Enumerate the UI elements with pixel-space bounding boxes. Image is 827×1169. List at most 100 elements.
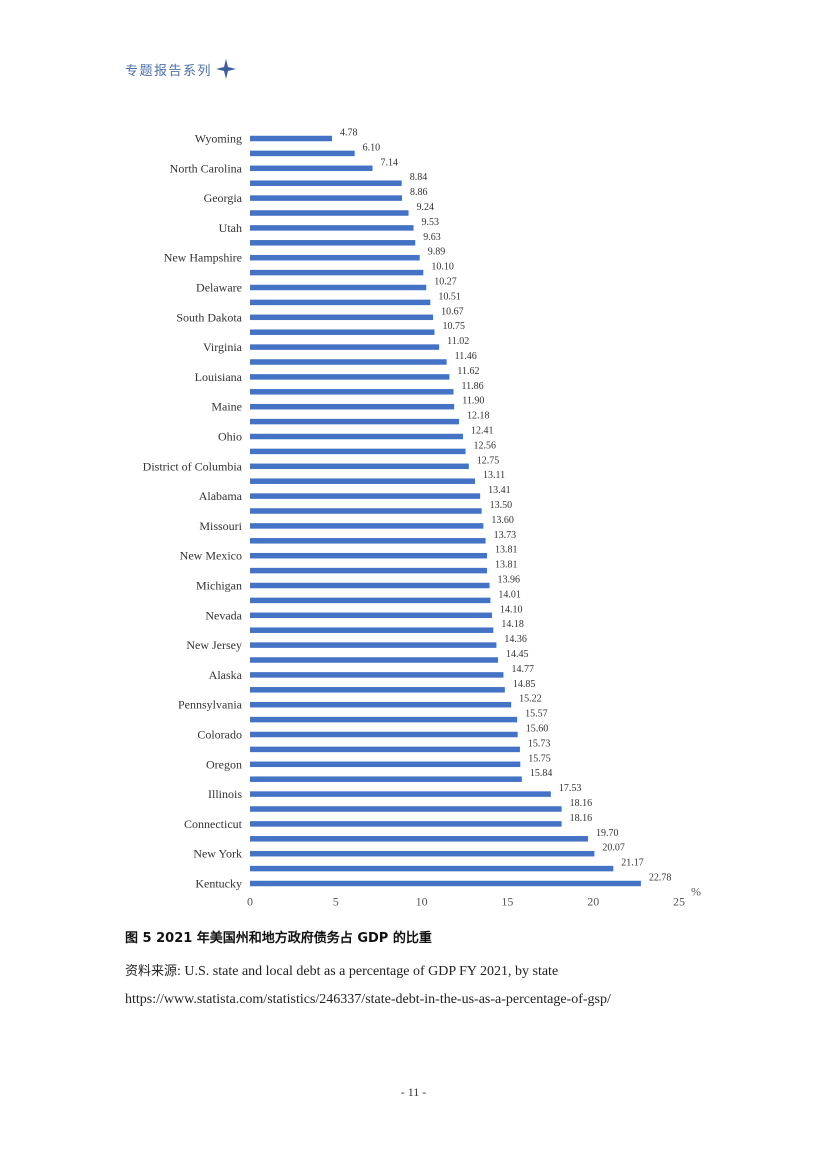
data-label: 14.18	[501, 619, 524, 630]
data-label: 9.53	[422, 217, 440, 228]
category-label: New York	[193, 847, 242, 861]
page-number: - 11 -	[400, 1085, 427, 1099]
source-text: : U.S. state and local debt as a percent…	[177, 964, 559, 979]
category-label: Georgia	[204, 191, 243, 205]
data-label: 17.53	[559, 783, 582, 794]
data-label: 15.84	[530, 768, 553, 779]
bar	[250, 210, 409, 216]
bar	[250, 567, 487, 574]
data-label: 14.36	[504, 634, 527, 645]
bar	[250, 642, 497, 648]
source-prefix: 资料来源	[125, 964, 178, 979]
x-unit-label: %	[691, 885, 701, 899]
x-tick-label: 15	[501, 895, 513, 909]
bar	[250, 850, 595, 857]
category-label: Wyoming	[195, 132, 242, 146]
data-label: 6.10	[363, 142, 381, 153]
data-label: 10.67	[441, 306, 464, 317]
bar	[250, 821, 562, 827]
data-label: 13.96	[498, 575, 521, 586]
category-label: Pennsylvania	[178, 698, 243, 712]
data-label: 19.70	[596, 828, 619, 839]
bar	[250, 523, 484, 529]
category-label: Michigan	[196, 579, 242, 593]
four-point-star-icon	[216, 59, 237, 79]
bar	[250, 314, 434, 321]
data-label: 14.77	[511, 664, 534, 675]
bar	[250, 359, 447, 365]
bar	[250, 269, 424, 276]
data-label: 10.10	[431, 262, 454, 273]
bar	[250, 225, 414, 231]
bar	[250, 597, 491, 604]
category-label: Delaware	[196, 281, 242, 295]
bar	[250, 389, 454, 395]
data-label: 10.75	[442, 321, 465, 332]
data-label: 8.84	[410, 172, 428, 183]
source-url: https://www.statista.com/statistics/2463…	[125, 992, 611, 1007]
bar	[250, 627, 494, 633]
state-debt-bar-chart: 4.78 Wyoming 6.107.14 North Carolina 8.84 8.8…	[143, 128, 701, 909]
data-label: 8.86	[410, 187, 428, 198]
data-label: 13.50	[490, 500, 513, 511]
bar	[250, 552, 487, 559]
data-label: 15.73	[528, 738, 551, 749]
bar	[250, 374, 450, 380]
bar	[250, 538, 486, 544]
category-label: Ohio	[218, 430, 242, 444]
data-label: 22.78	[649, 873, 672, 884]
data-label: 14.10	[500, 604, 523, 615]
bar	[250, 508, 482, 514]
data-label: 12.75	[477, 455, 500, 466]
data-label: 11.46	[455, 351, 477, 362]
bar	[250, 135, 333, 142]
category-label: New Mexico	[180, 549, 242, 563]
data-label: 15.75	[528, 753, 551, 764]
bar	[250, 344, 440, 350]
category-label: Missouri	[199, 519, 242, 533]
report-header: 专题报告系列	[125, 58, 237, 80]
category-label: Illinois	[208, 787, 242, 801]
bar	[250, 865, 614, 872]
data-label: 12.56	[474, 440, 497, 451]
data-label: 15.57	[525, 709, 548, 720]
data-label: 13.60	[491, 515, 513, 526]
bar	[250, 165, 373, 172]
data-label: 13.73	[494, 530, 517, 541]
bar	[250, 284, 427, 291]
data-label: 9.89	[428, 247, 446, 258]
data-label: 13.81	[495, 545, 518, 556]
data-label: 14.01	[498, 589, 521, 600]
category-label: Virginia	[203, 340, 243, 354]
data-label: 11.86	[462, 381, 484, 392]
bar	[250, 299, 431, 306]
data-label: 14.45	[506, 649, 529, 660]
bar	[250, 657, 498, 663]
bar	[250, 195, 403, 201]
data-label: 11.02	[447, 336, 469, 347]
bar	[250, 687, 505, 693]
bar	[250, 791, 551, 797]
source-line: 资料来源: U.S. state and local debt as a per…	[125, 960, 558, 980]
bar	[250, 880, 641, 887]
category-label: South Dakota	[176, 310, 242, 324]
category-label: Oregon	[206, 757, 242, 771]
bar	[250, 716, 518, 723]
data-label: 11.90	[462, 396, 484, 407]
category-label: Kentucky	[195, 877, 242, 891]
bar	[250, 150, 355, 157]
category-label: Nevada	[205, 608, 242, 622]
bar	[250, 672, 504, 678]
data-label: 11.62	[457, 366, 479, 377]
data-label: 10.27	[434, 277, 457, 288]
data-label: 13.81	[495, 560, 518, 571]
bar	[250, 329, 435, 335]
data-label: 18.16	[570, 813, 593, 824]
bar	[250, 493, 481, 499]
category-label: New Hampshire	[164, 251, 242, 265]
category-label: District of Columbia	[143, 459, 243, 473]
bar	[250, 776, 522, 782]
data-label: 18.16	[570, 798, 593, 809]
data-label: 4.78	[340, 128, 358, 139]
bar	[250, 180, 402, 186]
